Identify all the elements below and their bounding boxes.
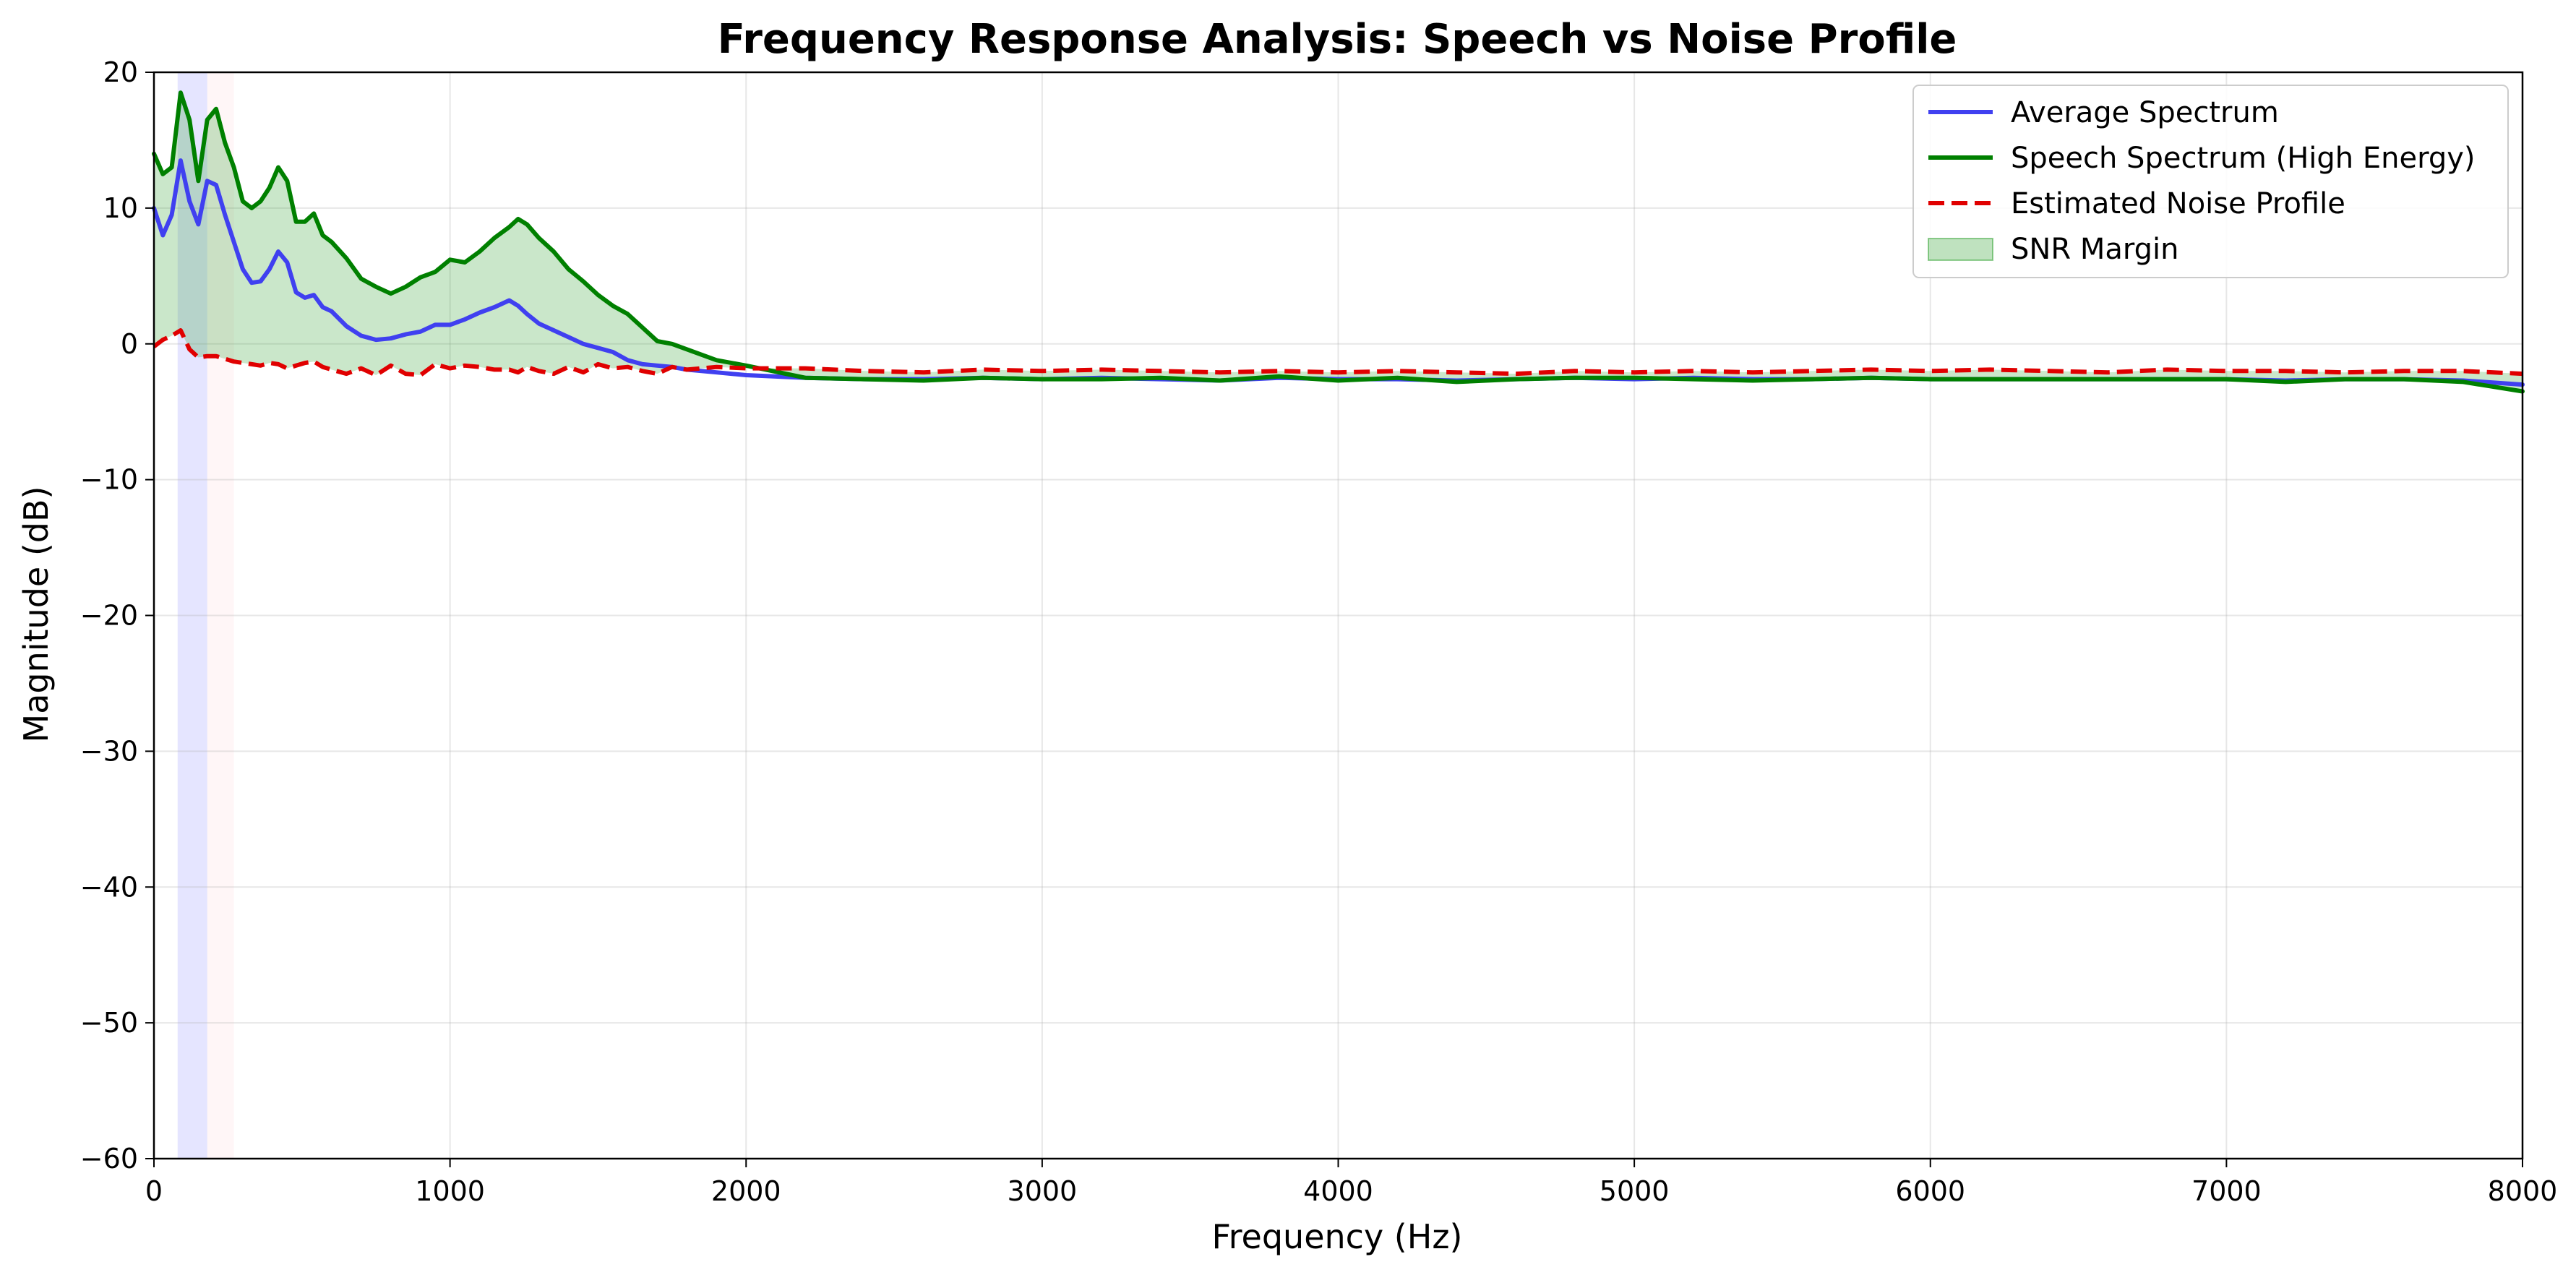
y-tick-label: 20 <box>103 56 138 88</box>
shaded-bands <box>177 72 234 1159</box>
y-tick-label: −10 <box>80 464 138 496</box>
legend-label-speech-spectrum-high-energy: Speech Spectrum (High Energy) <box>2011 142 2476 175</box>
x-tick-label: 8000 <box>2488 1175 2558 1207</box>
x-axis-ticks: 0 1000 2000 3000 4000 5000 6000 7000 8000 <box>145 1159 2557 1207</box>
x-tick-label: 2000 <box>711 1175 781 1207</box>
y-axis-ticks: 20 10 0 −10 −20 −30 −40 −50 −60 <box>80 56 154 1175</box>
series-layer <box>152 90 2525 394</box>
speech-spectrum-high-energy-line <box>152 90 2525 394</box>
chart-title: Frequency Response Analysis: Speech vs N… <box>718 16 1957 63</box>
y-tick-label: 10 <box>103 192 138 224</box>
x-tick-label: 4000 <box>1303 1175 1373 1207</box>
legend-label-estimated-noise-profile: Estimated Noise Profile <box>2011 187 2345 220</box>
y-tick-label: 0 <box>121 328 138 360</box>
legend-label-average-spectrum: Average Spectrum <box>2011 96 2279 129</box>
x-axis-label: Frequency (Hz) <box>1212 1217 1463 1256</box>
estimated-noise-profile-line <box>153 328 2523 377</box>
legend: Average Spectrum Speech Spectrum (High En… <box>1912 85 2509 278</box>
y-tick-label: −20 <box>80 600 138 632</box>
y-tick-label: −60 <box>80 1143 138 1175</box>
x-tick-label: 3000 <box>1008 1175 1078 1207</box>
y-tick-label: −50 <box>80 1007 138 1039</box>
legend-label-snr-margin: SNR Margin <box>2011 233 2178 266</box>
y-axis-label: Magnitude (dB) <box>17 486 56 743</box>
snr-fill-layer <box>154 93 2523 392</box>
legend-box <box>1912 85 2509 278</box>
x-tick-label: 0 <box>145 1175 163 1207</box>
shaded-band-1 <box>177 72 207 1159</box>
y-tick-label: −40 <box>80 871 138 903</box>
y-tick-label: −30 <box>80 735 138 767</box>
legend-items: Average Spectrum Speech Spectrum (High En… <box>1928 96 2476 266</box>
x-tick-label: 7000 <box>2191 1175 2262 1207</box>
x-tick-label: 6000 <box>1895 1175 1965 1207</box>
legend-swatch-snr-margin <box>1928 238 1993 261</box>
x-tick-label: 1000 <box>415 1175 485 1207</box>
shaded-band-2 <box>207 72 234 1159</box>
grid-lines <box>153 72 2523 1159</box>
snr-margin-fill <box>154 93 2523 392</box>
x-tick-label: 5000 <box>1600 1175 1670 1207</box>
